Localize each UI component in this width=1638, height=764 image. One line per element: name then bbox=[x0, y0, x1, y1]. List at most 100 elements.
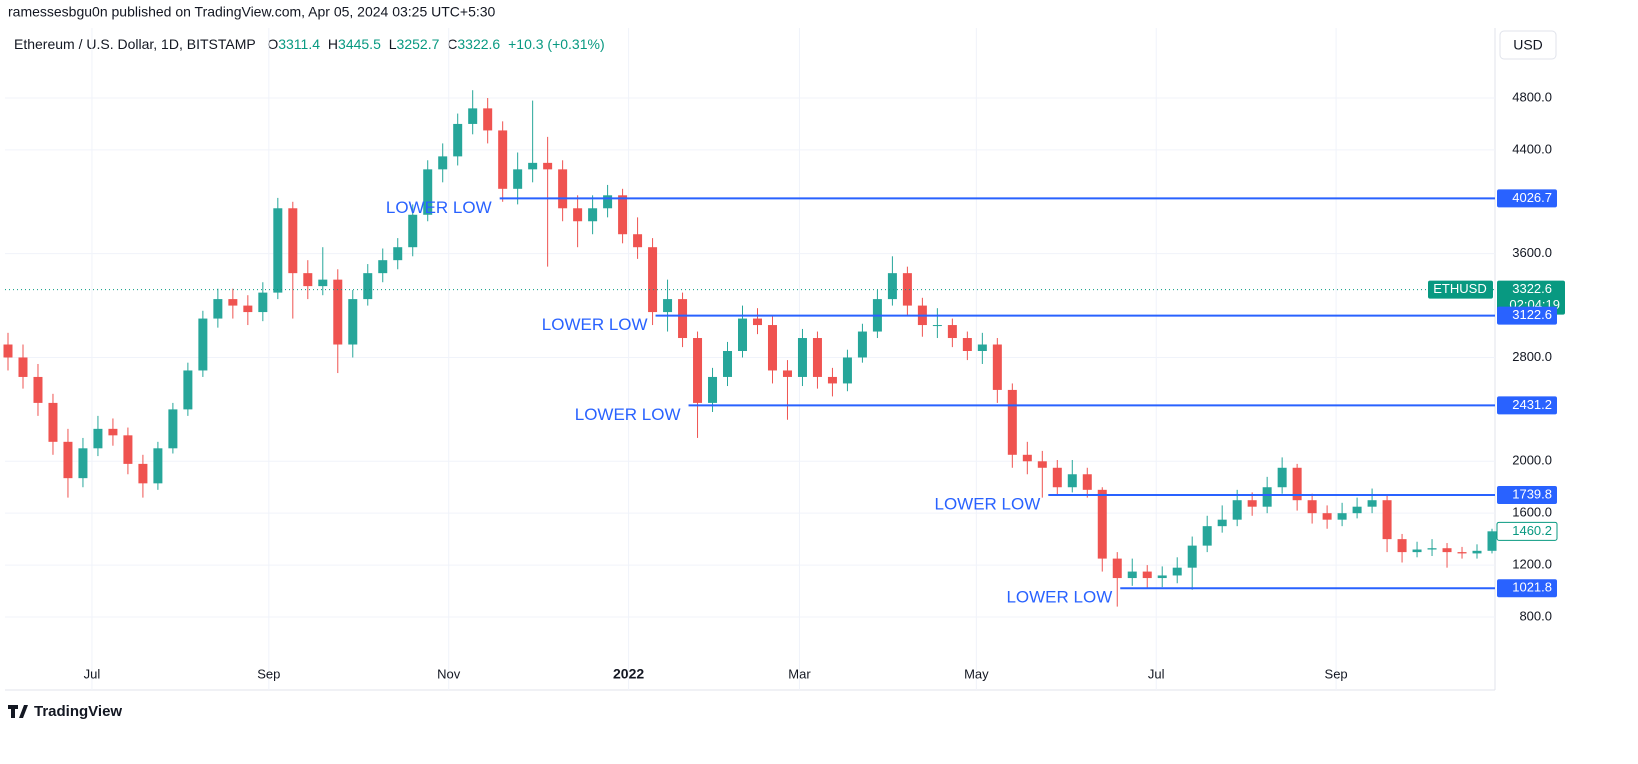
candle-body bbox=[1022, 454, 1032, 462]
candle-body bbox=[1202, 526, 1212, 546]
y-tick-label: 2000.0 bbox=[1512, 453, 1552, 468]
candle-body bbox=[618, 195, 628, 235]
candle-body bbox=[1322, 513, 1332, 520]
candle-body bbox=[1112, 558, 1122, 579]
candle-body bbox=[902, 273, 912, 306]
candle-body bbox=[63, 441, 73, 479]
candle-body bbox=[558, 169, 568, 209]
x-tick-label: Sep bbox=[257, 666, 280, 681]
candle-body bbox=[1367, 500, 1377, 507]
candle-body bbox=[663, 299, 673, 313]
candle-body bbox=[1292, 467, 1302, 501]
candle-body bbox=[363, 273, 373, 300]
candle-body bbox=[812, 338, 822, 377]
candle-body bbox=[767, 325, 777, 371]
level-tag bbox=[1497, 486, 1557, 505]
candle-body bbox=[842, 357, 852, 384]
candle-body bbox=[1187, 545, 1197, 568]
candle-body bbox=[1247, 500, 1257, 507]
candle-body bbox=[483, 108, 493, 131]
y-tick-label: 3600.0 bbox=[1512, 245, 1552, 260]
candle-body bbox=[797, 338, 807, 377]
last-close-tag bbox=[1496, 521, 1558, 541]
candle-body bbox=[962, 338, 972, 351]
candle-body bbox=[1427, 548, 1437, 550]
candle-body bbox=[183, 370, 193, 410]
candle-body bbox=[273, 208, 283, 293]
publisher: ramessesbgu0n published on TradingView.c… bbox=[8, 4, 496, 20]
candle-body bbox=[423, 169, 433, 215]
candle-body bbox=[1232, 500, 1242, 520]
ohlc-value: 3445.5 bbox=[338, 36, 381, 52]
candle-body bbox=[108, 428, 118, 436]
level-tag bbox=[1497, 306, 1557, 325]
candle-body bbox=[1097, 489, 1107, 559]
candle-body bbox=[228, 299, 238, 306]
level-tag-text: 4026.7 bbox=[1512, 190, 1552, 205]
candle-body bbox=[318, 279, 328, 287]
candle-body bbox=[1067, 474, 1077, 488]
candle-body bbox=[393, 247, 403, 261]
candle-body bbox=[1457, 552, 1467, 554]
candle-body bbox=[573, 208, 583, 222]
candle-body bbox=[138, 463, 148, 484]
candle-body bbox=[498, 130, 508, 189]
candle-body bbox=[1382, 500, 1392, 540]
x-tick-label: Jul bbox=[1148, 666, 1165, 681]
footer-logo bbox=[8, 705, 28, 718]
candle-body bbox=[243, 305, 253, 313]
candle-body bbox=[528, 162, 538, 170]
candle-body bbox=[1487, 531, 1497, 551]
candle-body bbox=[633, 234, 643, 248]
level-annotation: LOWER LOW bbox=[542, 315, 648, 334]
candle-body bbox=[198, 318, 208, 371]
x-tick-label: Nov bbox=[437, 666, 461, 681]
level-tag bbox=[1497, 579, 1557, 598]
candle-body bbox=[18, 357, 28, 377]
candle-body bbox=[1142, 571, 1152, 579]
candle-body bbox=[977, 344, 987, 351]
level-tag-text: 2431.2 bbox=[1512, 397, 1552, 412]
change: +10.3 (+0.31%) bbox=[508, 36, 605, 52]
y-tick-label: 800.0 bbox=[1519, 608, 1552, 623]
candle-body bbox=[992, 344, 1002, 390]
candle-body bbox=[438, 156, 448, 170]
ohlc-key: L bbox=[389, 36, 397, 52]
candle-body bbox=[1412, 549, 1422, 553]
candle-body bbox=[738, 318, 748, 351]
candle-body bbox=[603, 195, 613, 209]
logo-mark bbox=[8, 705, 28, 718]
price-tag bbox=[1497, 280, 1565, 315]
y-tick-label: 1200.0 bbox=[1512, 557, 1552, 572]
candle-body bbox=[1307, 500, 1317, 514]
currency[interactable]: USD bbox=[1513, 37, 1543, 53]
candle-body bbox=[678, 299, 688, 339]
footer-brand: TradingView bbox=[34, 703, 122, 720]
level-tag-text: 1021.8 bbox=[1512, 580, 1552, 595]
candle-body bbox=[168, 409, 178, 449]
symbol-tag bbox=[1428, 280, 1493, 299]
level-annotation: LOWER LOW bbox=[575, 405, 681, 424]
candle-body bbox=[1007, 389, 1017, 455]
ohlc-value: 3252.7 bbox=[397, 36, 440, 52]
y-tick-label: 2800.0 bbox=[1512, 349, 1552, 364]
candle-body bbox=[1277, 467, 1287, 488]
candle-body bbox=[1037, 461, 1047, 468]
candle-body bbox=[1082, 474, 1092, 490]
ohlc-key: H bbox=[328, 36, 338, 52]
candle-body bbox=[303, 273, 313, 287]
candle-body bbox=[513, 169, 523, 189]
currency-button[interactable] bbox=[1499, 30, 1557, 60]
candle-body bbox=[1127, 571, 1137, 579]
symbol-title: Ethereum / U.S. Dollar, 1D, BITSTAMP bbox=[14, 36, 255, 52]
candle-body bbox=[1337, 513, 1347, 520]
price-tag-text: 3322.6 bbox=[1512, 281, 1552, 296]
candle-body bbox=[153, 448, 163, 484]
level-tag bbox=[1497, 189, 1557, 208]
candle-body bbox=[827, 376, 837, 384]
candle-body bbox=[468, 108, 478, 124]
ohlc-key: C bbox=[447, 36, 457, 52]
candle-body bbox=[693, 338, 703, 403]
candle-body bbox=[378, 260, 388, 274]
